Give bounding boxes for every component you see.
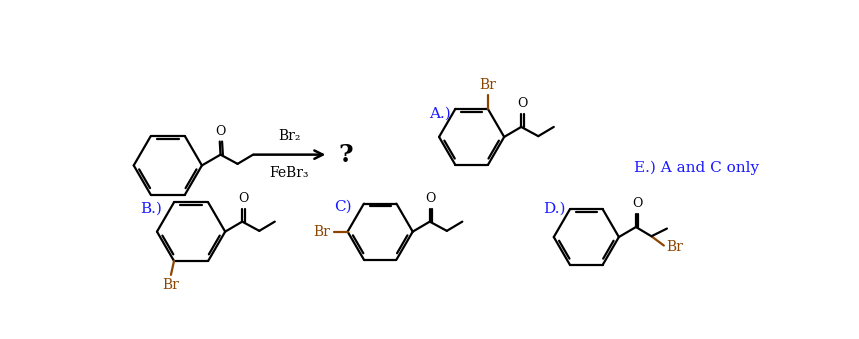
Text: O: O [216,125,226,138]
Text: Br: Br [666,240,683,254]
Text: O: O [632,197,643,210]
Text: Br: Br [314,225,331,239]
Text: Br: Br [479,78,497,92]
Text: FeBr₃: FeBr₃ [270,166,309,180]
Text: O: O [426,192,436,205]
Text: B.): B.) [140,202,161,216]
Text: C): C) [334,199,352,213]
Text: Br: Br [162,278,180,292]
Text: A.): A.) [429,107,451,121]
Text: D.): D.) [543,202,565,216]
Text: O: O [238,192,248,205]
Text: ?: ? [338,143,353,167]
Text: O: O [517,97,527,110]
Text: Br₂: Br₂ [278,129,301,143]
Text: E.) A and C only: E.) A and C only [635,161,759,175]
